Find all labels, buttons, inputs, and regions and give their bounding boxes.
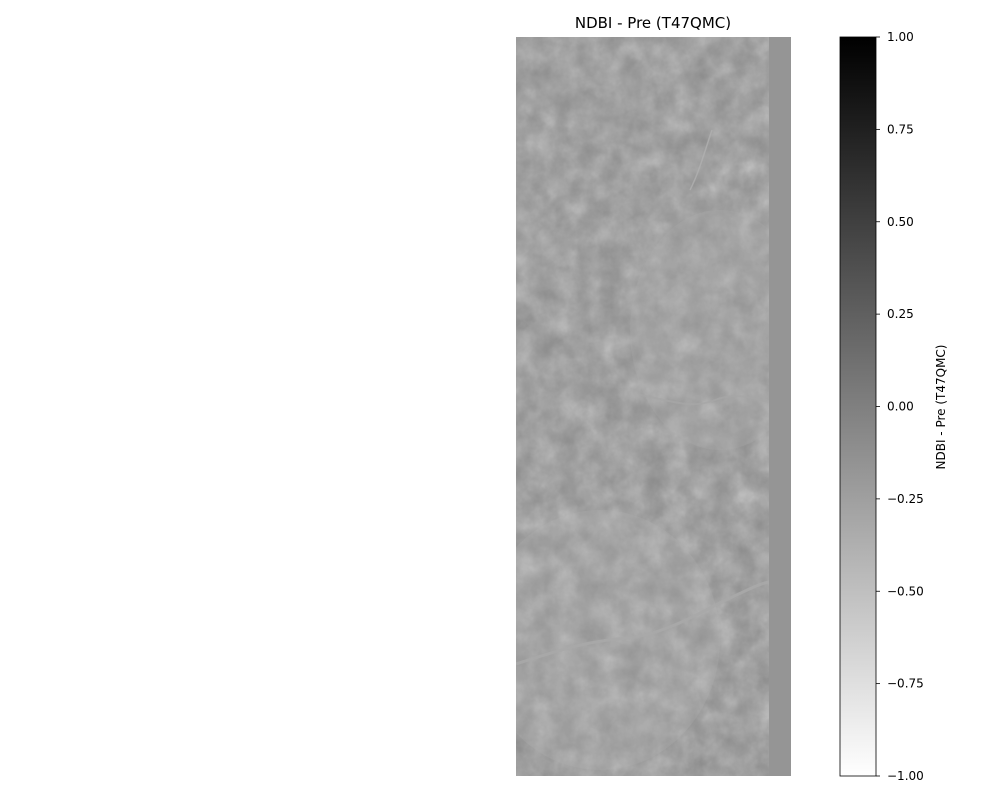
colorbar-tick-label: 0.00 (887, 400, 914, 414)
colorbar-tick-label: −0.25 (887, 492, 924, 506)
colorbar-gradient (839, 36, 877, 777)
chart-title: NDBI - Pre (T47QMC) (575, 14, 731, 32)
colorbar: 1.00 0.75 0.50 0.25 0.00 −0.25 −0.50 −0.75 −1.00… (839, 30, 948, 783)
colorbar-tick-label: −0.75 (887, 677, 924, 691)
colorbar-tick-label: 1.00 (887, 30, 914, 44)
colorbar-tick-label: −1.00 (887, 769, 924, 783)
colorbar-tick-label: 0.50 (887, 215, 914, 229)
river-line (516, 580, 769, 666)
colorbar-label: NDBI - Pre (T47QMC) (934, 345, 948, 470)
raster-texture (516, 37, 769, 776)
nodata-strip (769, 37, 791, 776)
river-line (689, 129, 713, 191)
river-line (639, 394, 769, 406)
colorbar-tick-label: 0.75 (887, 122, 914, 136)
colorbar-tick-label: 0.25 (887, 307, 914, 321)
raster-image (516, 37, 791, 776)
colorbar-ticks: 1.00 0.75 0.50 0.25 0.00 −0.25 −0.50 −0.75 −1.00 (876, 30, 924, 783)
raster-light-region (630, 210, 769, 450)
colorbar-tick-label: −0.50 (887, 584, 924, 598)
